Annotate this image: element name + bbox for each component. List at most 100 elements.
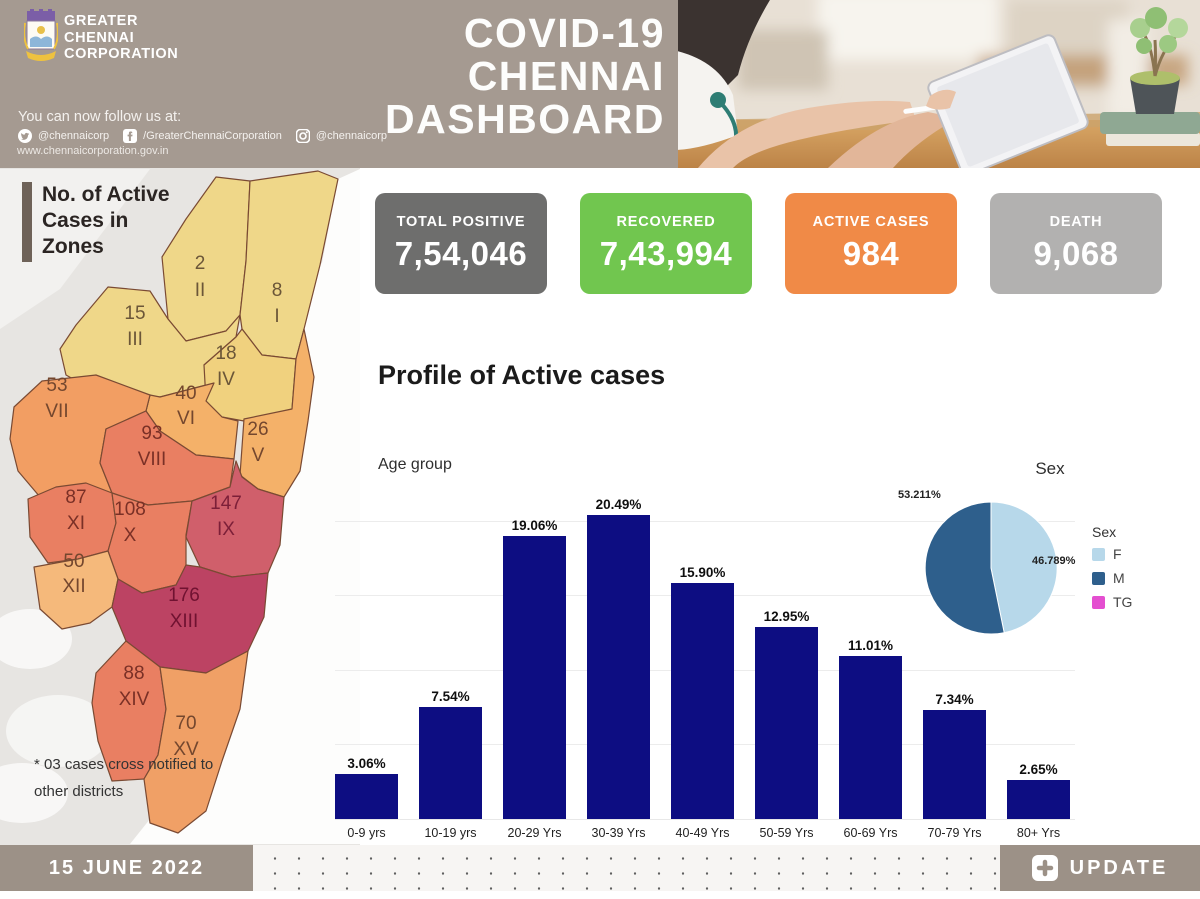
map-footnote: * 03 cases cross notified to other distr… [34, 756, 214, 800]
zone-IX [185, 460, 285, 578]
zone-VI-label: 40 [175, 383, 196, 404]
bar-value-label: 7.34% [935, 692, 974, 707]
zone-XII-label: XII [62, 576, 85, 597]
bar-chart-title: Age group [378, 456, 452, 473]
bar-category-label: 80+ Yrs [1016, 826, 1061, 840]
stat-label: RECOVERED [616, 214, 716, 230]
bar-70-79 Yrs: 7.34% 70-79 Yrs [923, 692, 986, 840]
twitter-handle[interactable]: @chennaicorp [38, 130, 110, 142]
stat-label: DEATH [1049, 214, 1103, 230]
zone-XII-label: 50 [63, 551, 84, 572]
bar-0-9 yrs: 3.06% 0-9 yrs [335, 756, 398, 840]
bar-category-label: 30-39 Yrs [591, 826, 646, 840]
bar-value-label: 15.90% [679, 564, 726, 580]
bar-value-label: 7.54% [431, 689, 470, 704]
org-name: GREATER CHENNAI CORPORATION [64, 13, 178, 63]
legend-swatch-F [1092, 547, 1105, 561]
pie-chart-title: Sex [1035, 459, 1065, 478]
zone-I-label: I [274, 306, 279, 327]
page-title-line: COVID-19 [463, 10, 665, 56]
legend-entry-TG: TG [1092, 594, 1132, 610]
zone-III-label: III [127, 329, 143, 350]
website-url[interactable]: www.chennaicorporation.gov.in [17, 145, 169, 157]
doctor-tablet-photo [678, 0, 1200, 168]
bar-category-label: 60-69 Yrs [843, 826, 898, 840]
legend-label-TG: TG [1113, 594, 1133, 610]
title-accent-bar [22, 182, 32, 262]
pie-slice-F [990, 501, 1058, 634]
header: GREATER CHENNAI CORPORATION COVID-19 CHE… [0, 0, 1200, 168]
page-title: COVID-19 CHENNAI DASHBOARD [300, 12, 665, 141]
zone-IX-label: 147 [210, 493, 242, 514]
stat-card-active-cases: ACTIVE CASES 984 [785, 193, 957, 294]
zone-XIV-label: 88 [123, 663, 144, 684]
bar-50-59 Yrs: 12.95% 50-59 Yrs [755, 609, 818, 840]
org-name-line: CHENNAI [64, 29, 135, 46]
update-label: UPDATE [1069, 856, 1169, 879]
page-title-line: DASHBOARD [385, 96, 665, 142]
legend-entry-F: F [1092, 546, 1132, 562]
legend-entry-M: M [1092, 570, 1132, 586]
stat-label: TOTAL POSITIVE [396, 214, 526, 230]
update-button[interactable]: UPDATE [1000, 845, 1200, 891]
stat-value: 7,43,994 [599, 235, 733, 272]
zone-V-label: 26 [247, 419, 268, 440]
chennai-zone-map: 2 II 8 I 15 III 18 IV 26 V 40 VI 53 VII 93 VIII 87 XI 108 X… [0, 169, 360, 844]
instagram-handle[interactable]: @chennaicorp [315, 130, 388, 142]
facebook-icon [123, 129, 138, 143]
bar-value-label: 20.49% [595, 496, 642, 512]
zone-VII-label: VII [45, 401, 68, 422]
org-name-line: GREATER [64, 13, 139, 29]
date-badge: 15 JUNE 2022 [0, 845, 253, 891]
bar-80+ Yrs: 2.65% 80+ Yrs [1007, 762, 1070, 840]
zone-X-label: X [124, 525, 137, 546]
zone-VIII-label: 93 [141, 423, 162, 444]
zone-VII-label: 53 [46, 375, 67, 396]
pie-slice-M [924, 501, 1005, 635]
legend-label-M: M [1113, 570, 1125, 586]
map-title: No. of Active Cases in Zones [42, 183, 170, 258]
zone-X-label: 108 [114, 499, 146, 520]
bar-category-label: 40-49 Yrs [675, 826, 730, 840]
map-title-block: No. of Active Cases in Zones [22, 182, 192, 262]
sex-pie-chart [905, 482, 1077, 659]
page-title-line: CHENNAI [467, 53, 665, 99]
dotted-pattern [253, 845, 1000, 891]
pie-label-m: 53.211% [898, 489, 941, 501]
instagram-icon [295, 129, 310, 143]
zone-XIV-label: XIV [119, 689, 150, 710]
bar-10-19 yrs: 7.54% 10-19 yrs [419, 689, 482, 840]
legend-label-F: F [1113, 546, 1122, 562]
stat-value: 984 [842, 235, 900, 272]
bar-category-label: 20-29 Yrs [507, 826, 562, 840]
zone-XIII-label: XIII [170, 611, 199, 632]
bar-category-label: 10-19 yrs [424, 826, 477, 840]
zone-III-label: 15 [124, 303, 145, 324]
pie-label-f: 46.789% [1032, 555, 1076, 567]
bar-30-39 Yrs: 20.49% 30-39 Yrs [587, 497, 650, 840]
zone-IV-label: 18 [215, 343, 236, 364]
zone-II-label: 2 [195, 253, 206, 274]
bar-category-label: 70-79 Yrs [927, 826, 982, 840]
zone-VI-label: VI [177, 408, 195, 429]
summary-stats: TOTAL POSITIVE 7,54,046 RECOVERED 7,43,9… [375, 193, 1162, 294]
zone-map-panel: 2 II 8 I 15 III 18 IV 26 V 40 VI 53 VII 93 VIII 87 XI 108 X… [0, 168, 360, 845]
bar-value-label: 11.01% [847, 637, 894, 653]
stat-card-recovered: RECOVERED 7,43,994 [580, 193, 752, 294]
bar-category-label: 50-59 Yrs [759, 826, 814, 840]
zone-IV-label: IV [217, 369, 235, 390]
social-links: @chennaicorp /GreaterChennaiCorporation … [18, 129, 395, 143]
age-group-bar-chart: 3.06% 0-9 yrs 7.54% 10-19 yrs 19.06% 20-29 Yr… [335, 497, 1075, 840]
bar-value-label: 19.06% [511, 518, 558, 533]
legend-swatch-TG [1092, 595, 1105, 609]
zone-II-label: II [195, 280, 206, 301]
bar-category-label: 0-9 yrs [347, 826, 386, 840]
follow-us-text: You can now follow us at: [18, 109, 182, 125]
zone-XV [143, 650, 249, 834]
gridline-20 [335, 521, 1075, 522]
stat-value: 7,54,046 [394, 235, 528, 272]
org-name-line: CORPORATION [64, 46, 179, 62]
facebook-handle[interactable]: /GreaterChennaiCorporation [143, 130, 282, 142]
zone-XV-label: 70 [175, 713, 196, 734]
